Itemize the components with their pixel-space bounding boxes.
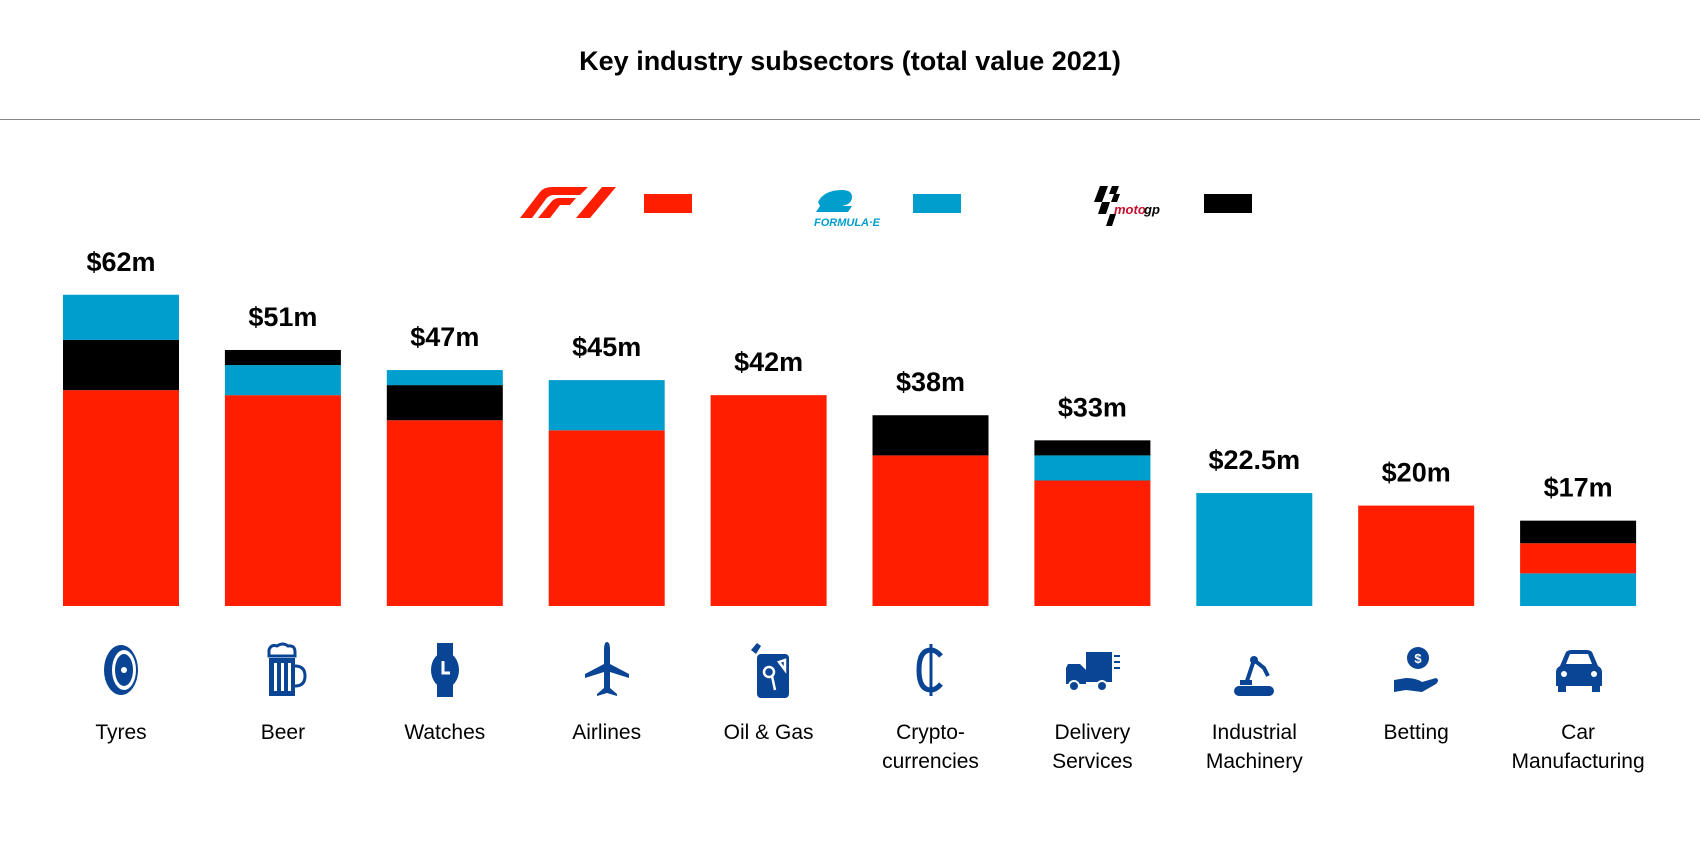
bar-segment-formula-e bbox=[1196, 493, 1313, 606]
svg-text:FORMULA·E: FORMULA·E bbox=[814, 217, 881, 228]
bar-total-label: $51m bbox=[248, 302, 317, 332]
category-label-line: Betting bbox=[1383, 721, 1449, 744]
bar-segment-motogp bbox=[1520, 520, 1637, 544]
category-label-line: Industrial bbox=[1211, 721, 1297, 744]
category-label-line: Tyres bbox=[95, 721, 147, 744]
bar-segment-formula-e bbox=[63, 294, 179, 340]
category-label-line: Crypto- bbox=[896, 721, 965, 744]
betting-coin-hand-icon: $ bbox=[1386, 640, 1446, 700]
category-label: Industrial Machinery bbox=[1164, 718, 1344, 776]
f1-logo bbox=[520, 187, 616, 218]
bar-segment-motogp bbox=[386, 385, 503, 421]
fuel-can-icon bbox=[739, 640, 799, 700]
category-label-line: Watches bbox=[404, 721, 486, 744]
legend-swatch-motogp bbox=[1204, 194, 1252, 213]
car-icon bbox=[1548, 640, 1608, 700]
bar-segment-formula-e bbox=[224, 365, 341, 396]
category-label: Oil & Gas bbox=[679, 718, 859, 747]
bar-total-label: $38m bbox=[896, 367, 965, 397]
bar-segment-f1 bbox=[63, 390, 179, 606]
cryptocurrency-icon bbox=[901, 640, 961, 700]
svg-text:$: $ bbox=[1415, 651, 1423, 666]
bar-total-label: $20m bbox=[1382, 458, 1451, 488]
category-label-line: Manufacturing bbox=[1511, 750, 1645, 773]
bar-total-label: $42m bbox=[734, 347, 803, 377]
bar-segment-motogp bbox=[1034, 440, 1151, 456]
title-divider bbox=[0, 119, 1700, 120]
svg-text:gp: gp bbox=[1143, 202, 1160, 217]
legend-swatch-formula-e bbox=[913, 194, 961, 213]
category-label: Car Manufacturing bbox=[1488, 718, 1668, 776]
category-label: Crypto-currencies bbox=[841, 718, 1021, 776]
bar-segment-motogp bbox=[63, 339, 179, 391]
bar-total-label: $47m bbox=[410, 322, 479, 352]
bar-total-label: $62m bbox=[86, 247, 155, 277]
bar-segment-f1 bbox=[224, 395, 341, 606]
bar-total-label: $45m bbox=[572, 332, 641, 362]
robot-arm-icon bbox=[1224, 640, 1284, 700]
watch-icon bbox=[415, 640, 475, 700]
bar-segment-f1 bbox=[1520, 543, 1637, 574]
category-label: Watches bbox=[355, 718, 535, 747]
legend-item-motogp: moto gp bbox=[1092, 184, 1272, 226]
bar-segment-formula-e bbox=[548, 380, 665, 431]
motogp-logo: moto gp bbox=[1094, 186, 1160, 226]
legend-item-formula-e: FORMULA·E bbox=[812, 184, 992, 229]
category-label-line: Services bbox=[1052, 750, 1133, 773]
category-label-line: currencies bbox=[882, 750, 979, 773]
bar-total-label: $17m bbox=[1544, 473, 1613, 503]
svg-text:moto: moto bbox=[1114, 202, 1146, 217]
airplane-icon bbox=[577, 640, 637, 700]
bar-segment-motogp bbox=[224, 349, 341, 366]
category-label: Delivery Services bbox=[1002, 718, 1182, 776]
formula-e-logo: FORMULA·E bbox=[814, 190, 881, 229]
bar-segment-f1 bbox=[548, 430, 665, 606]
bar-segment-f1 bbox=[710, 395, 827, 606]
bar-segment-f1 bbox=[386, 420, 503, 606]
bar-segment-formula-e bbox=[1034, 455, 1151, 481]
bar-segment-formula-e bbox=[386, 370, 503, 386]
bar-segment-motogp bbox=[872, 415, 989, 456]
category-label-line: Airlines bbox=[572, 721, 642, 744]
category-label: Tyres bbox=[31, 718, 211, 747]
category-label-line: Machinery bbox=[1205, 750, 1303, 773]
legend-swatch-f1 bbox=[644, 194, 692, 213]
bar-total-label: $22.5m bbox=[1209, 445, 1301, 475]
category-label-line: Delivery bbox=[1054, 721, 1131, 744]
bar-segment-formula-e bbox=[1520, 573, 1637, 606]
legend-item-f1 bbox=[518, 184, 698, 224]
chart-title: Key industry subsectors (total value 202… bbox=[579, 46, 1121, 76]
beer-icon bbox=[253, 640, 313, 700]
category-label: Beer bbox=[193, 718, 373, 747]
category-label-line: Oil & Gas bbox=[723, 721, 814, 744]
category-label: Betting bbox=[1326, 718, 1506, 747]
category-label: Airlines bbox=[517, 718, 697, 747]
category-label-line: Car bbox=[1561, 721, 1596, 744]
tyre-icon bbox=[91, 640, 151, 700]
bar-segment-f1 bbox=[872, 455, 989, 606]
bar-total-label: $33m bbox=[1058, 392, 1127, 422]
bar-segment-f1 bbox=[1358, 505, 1475, 606]
delivery-truck-icon bbox=[1062, 640, 1122, 700]
category-label-line: Beer bbox=[260, 721, 306, 744]
bar-segment-f1 bbox=[1034, 480, 1151, 606]
